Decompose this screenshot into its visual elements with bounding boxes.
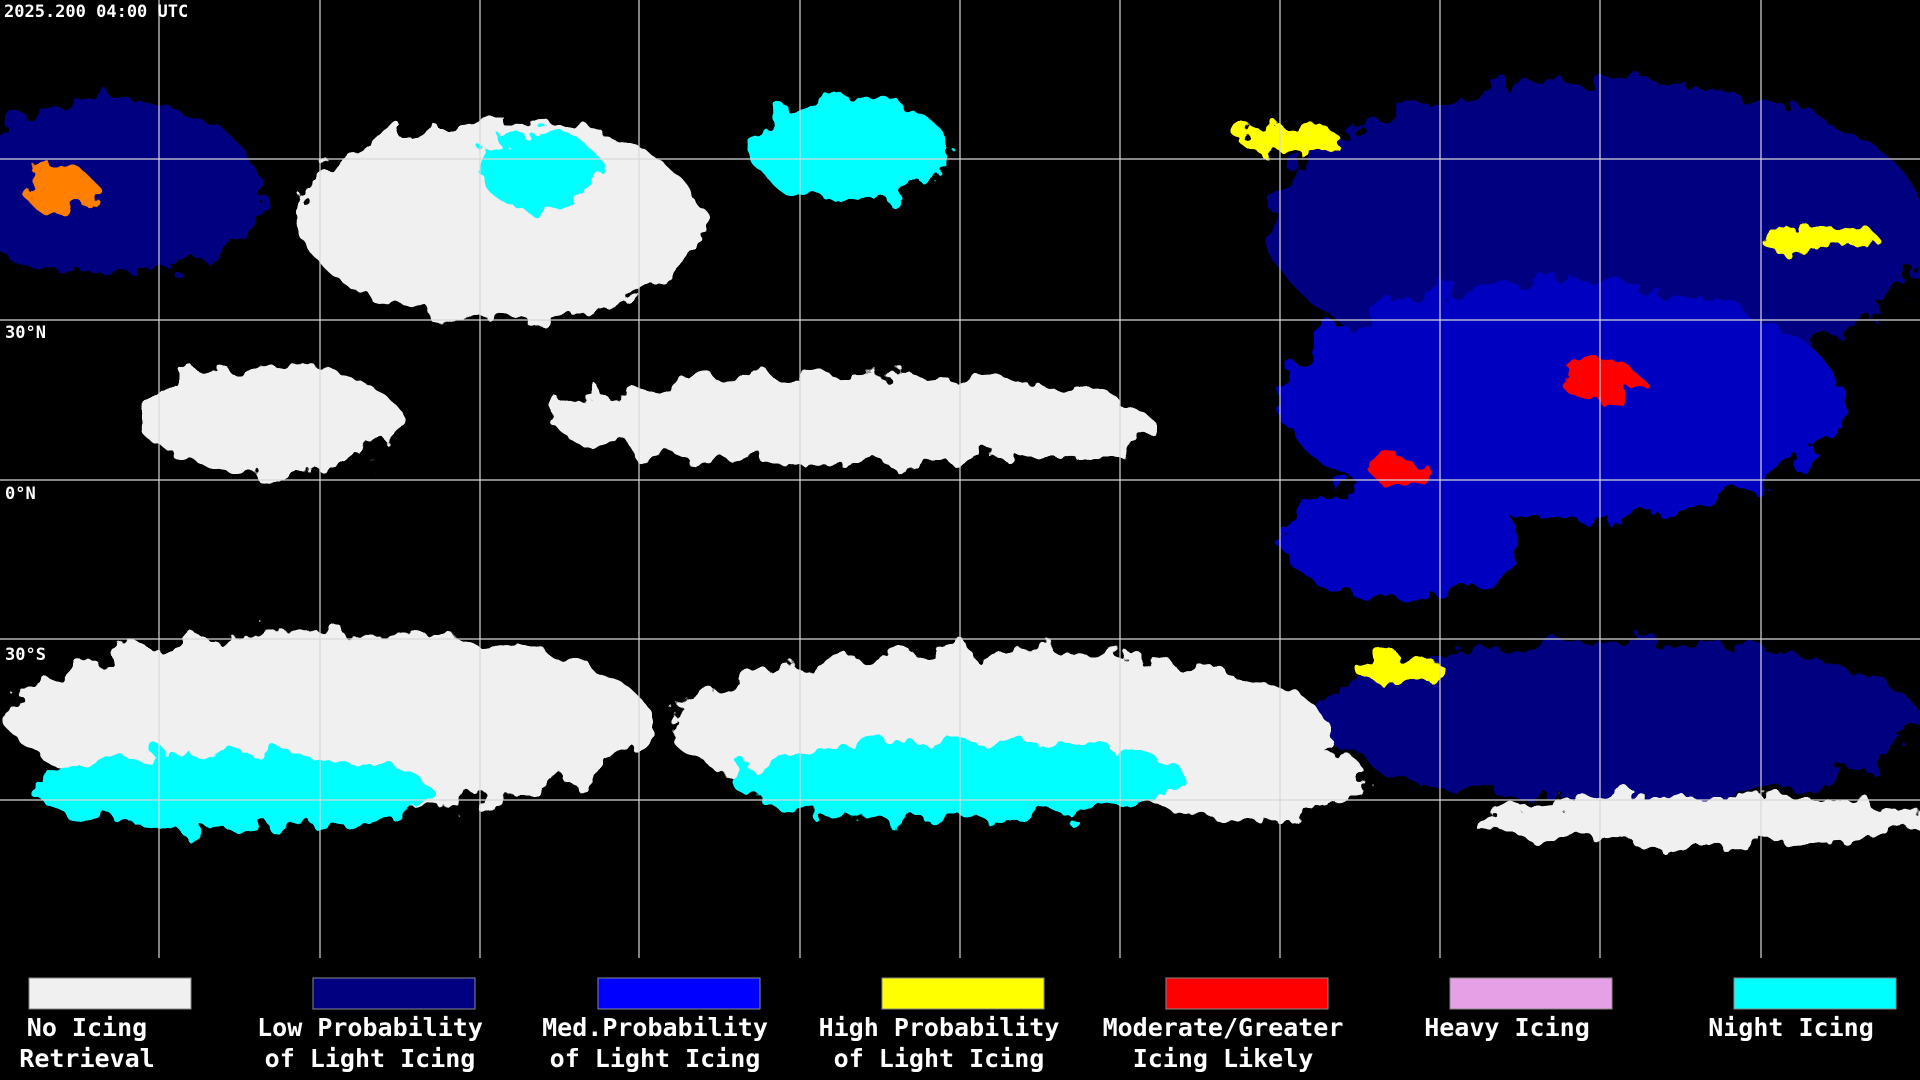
graticule [0,0,1920,958]
cloud-white [1010,390,1150,460]
legend-label: No Icing [27,1013,147,1042]
cloud-med [1280,480,1520,600]
timestamp: 2025.200 04:00 UTC [4,2,188,22]
legend-label: Icing Likely [1133,1044,1314,1073]
cloud-night [750,100,950,200]
latitude-label: 0°N [5,484,36,504]
cloud-high [1355,656,1445,684]
cloud-high [1760,226,1880,254]
latitude-label: 30°N [5,323,46,343]
legend-swatch [28,977,192,1010]
legend-label: Night Icing [1708,1013,1874,1042]
legend-swatch [597,977,761,1010]
legend-swatch [1449,977,1613,1010]
legend-swatch [312,977,476,1010]
cloud-white [550,375,1150,465]
legend-label: Moderate/Greater [1103,1013,1344,1042]
cloud-moderate [1370,456,1430,484]
legend-label: Heavy Icing [1424,1013,1590,1042]
cloud-moderate [25,165,95,215]
legend-label: Med.Probability [542,1013,768,1042]
legend-label: Low Probability [257,1013,483,1042]
cloud-white [140,365,400,475]
cloud-high [1240,122,1340,158]
cloud-white [1470,795,1920,845]
legend-label: of Light Icing [265,1044,476,1073]
legend-label: of Light Icing [550,1044,761,1073]
latitude-label: 30°S [5,645,46,665]
cloud-low [0,100,260,280]
cloud-field [0,80,1920,845]
legend-swatch [1733,977,1897,1010]
legend-label: Retrieval [19,1044,154,1073]
legend-label: High Probability [819,1013,1060,1042]
legend-label: of Light Icing [834,1044,1045,1073]
legend-swatch [1165,977,1329,1010]
cloud-low [1320,640,1920,800]
cloud-night [480,130,600,210]
legend-swatch [881,977,1045,1010]
cloud-night [30,750,430,830]
